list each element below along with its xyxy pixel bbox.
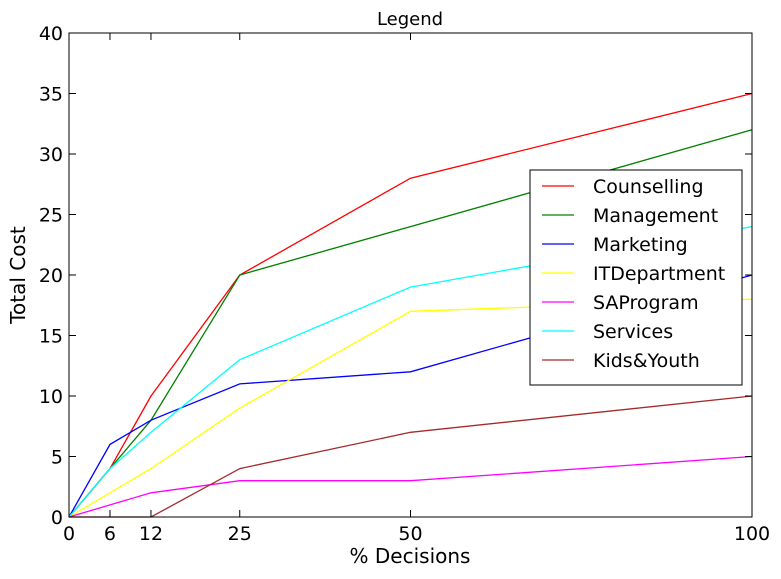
legend-label-4: SAProgram [593,292,699,314]
x-axis-title: % Decisions [350,544,471,568]
x-tick-label: 6 [104,523,116,545]
y-tick-label: 35 [39,84,63,106]
legend: Counselling Management Marketing ITDepartme… [529,169,743,386]
y-axis-title: Total Cost [6,226,30,325]
legend-label-3: ITDepartment [593,263,725,285]
legend-label-6: Kids&Youth [593,350,700,372]
chart-title: Legend [377,9,443,30]
series-line-3 [68,298,753,518]
y-tick-label: 10 [39,386,63,408]
y-tick-label: 40 [39,23,63,45]
x-tick-label: 100 [734,523,770,545]
y-tick-label: 25 [39,205,63,227]
x-tick-label: 12 [139,523,163,545]
legend-label-5: Services [593,321,673,343]
legend-label-1: Management [593,205,718,227]
x-tick-label: 0 [63,523,75,545]
series-line-4 [68,455,753,518]
y-tick-label: 30 [39,144,63,166]
y-tick-label: 15 [39,326,63,348]
legend-label-0: Counselling [593,176,704,198]
x-tick-label: 50 [398,523,422,545]
legend-box [529,169,743,386]
x-tick-label: 25 [228,523,252,545]
series-line-6 [69,395,753,518]
series-line-2 [68,274,753,518]
y-tick-label: 20 [39,265,63,287]
legend-label-2: Marketing [593,234,688,256]
ticks-layer: 0 6 12 25 50 100 0 5 10 15 20 25 30 35 40 [39,23,770,545]
y-tick-label: 0 [51,507,63,529]
series-line-5 [68,225,753,518]
y-tick-label: 5 [51,447,63,469]
